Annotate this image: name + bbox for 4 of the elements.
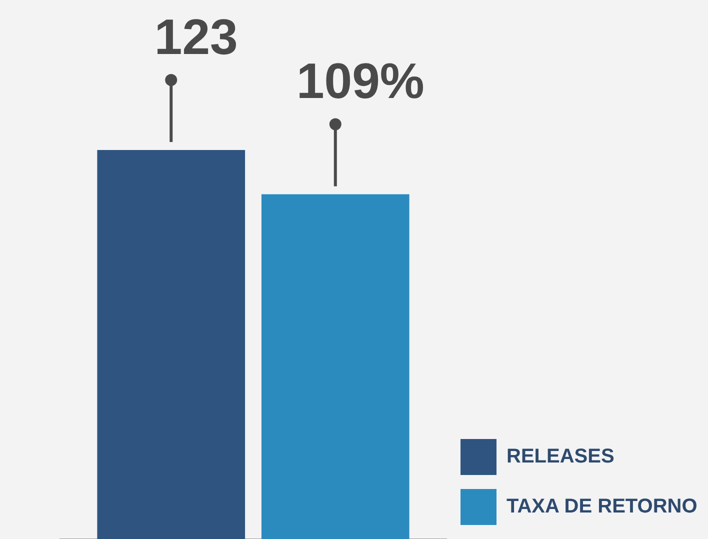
legend-label: TAXA DE RETORNO — [506, 496, 698, 518]
data-label: 123 — [154, 8, 238, 65]
data-label: 109% — [296, 53, 424, 110]
legend-label: RELEASES — [506, 446, 614, 468]
